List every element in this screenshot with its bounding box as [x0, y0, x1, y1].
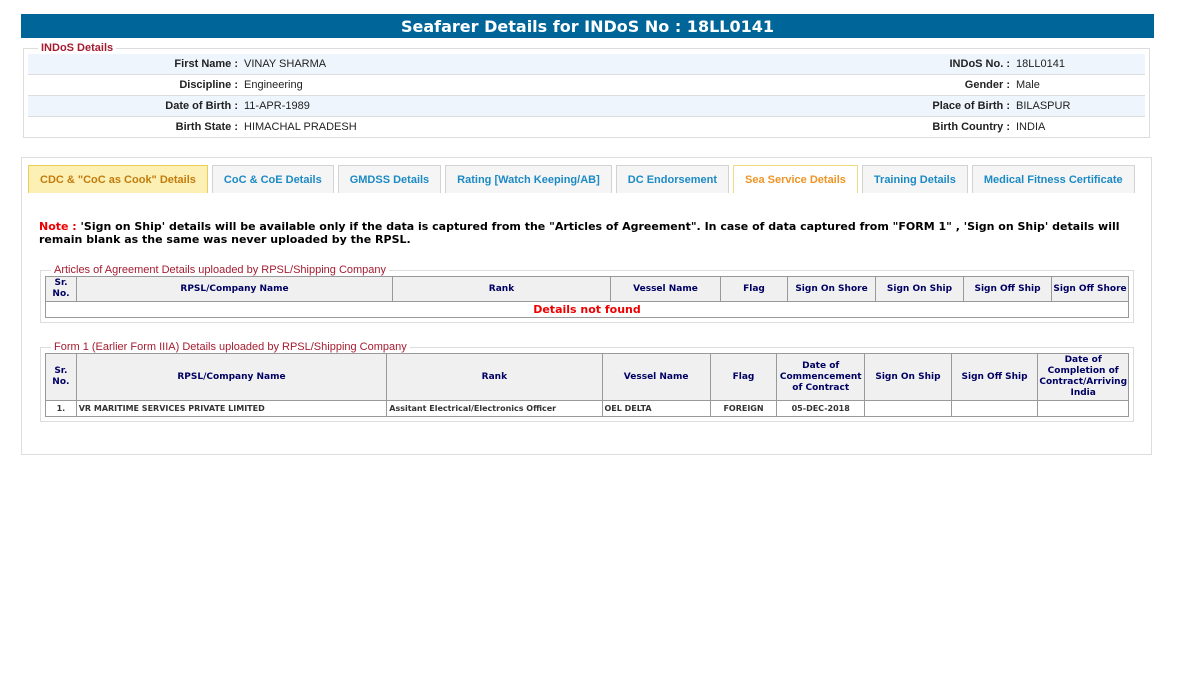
column-header: Sr. No. [45, 353, 77, 401]
note-text: 'Sign on Ship' details will be available… [39, 220, 1120, 246]
column-header: Sign On Ship [875, 276, 964, 302]
field-value: HIMACHAL PRADESH [244, 121, 357, 133]
table-cell: 05-DEC-2018 [776, 400, 866, 417]
field-value: 18LL0141 [1016, 58, 1065, 70]
column-header: Sign On Ship [864, 353, 952, 401]
table-cell: 1. [45, 400, 77, 417]
table-cell: OEL DELTA [601, 400, 711, 417]
field-label: Birth State : [175, 121, 238, 133]
form1-section: Form 1 (Earlier Form IIIA) Details uploa… [40, 341, 1134, 422]
field-label: INDoS No. : [949, 58, 1011, 70]
field-value: INDIA [1016, 121, 1046, 133]
column-header: Sign Off Shore [1051, 276, 1129, 302]
field-label: Discipline : [179, 79, 238, 91]
column-header: Flag [709, 353, 778, 401]
tab-dc-endorsement[interactable]: DC Endorsement [615, 165, 730, 193]
tab-training-details[interactable]: Training Details [861, 165, 968, 193]
details-not-found: Details not found [45, 301, 1129, 318]
articles-legend: Articles of Agreement Details uploaded b… [54, 264, 387, 276]
tab-cdc-coc-as-cook-details[interactable]: CDC & "CoC as Cook" Details [28, 165, 208, 193]
indos-row: Date of Birth : 11-APR-1989 Place of Birth… [28, 96, 1145, 117]
tab-bar: CDC & "CoC as Cook" Details CoC & CoE Det… [28, 165, 1135, 193]
field-value: 11-APR-1989 [244, 100, 310, 112]
form1-table: Sr. No. RPSL/Company Name Rank Vessel Name F… [45, 353, 1129, 417]
field-label: Date of Birth : [165, 100, 238, 112]
field-value: VINAY SHARMA [244, 58, 327, 70]
articles-section: Articles of Agreement Details uploaded b… [40, 264, 1134, 323]
table-cell [864, 400, 952, 417]
column-header: Sign On Shore [787, 276, 876, 302]
table-cell [950, 400, 1039, 417]
column-header: Date of Completion of Contract/Arriving … [1037, 353, 1129, 401]
tab-rating-watch-keeping-ab[interactable]: Rating [Watch Keeping/AB] [445, 165, 612, 193]
column-header: Sign Off Ship [950, 353, 1039, 401]
indos-legend: INDoS Details [41, 42, 114, 54]
table-cell: FOREIGN [709, 400, 778, 417]
tab-gmdss-details[interactable]: GMDSS Details [337, 165, 442, 193]
table-row: 1. VR MARITIME SERVICES PRIVATE LIMITED As… [45, 400, 1129, 417]
page-title: Seafarer Details for INDoS No : 18LL0141 [21, 14, 1154, 38]
indos-row: Discipline : Engineering Gender : Male [28, 75, 1145, 96]
column-header: RPSL/Company Name [76, 276, 393, 302]
tab-sea-service-details[interactable]: Sea Service Details [733, 165, 858, 193]
column-header: Vessel Name [610, 276, 721, 302]
table-cell: Assitant Electrical/Electronics Officer [386, 400, 603, 417]
tab-coc-coe-details[interactable]: CoC & CoE Details [211, 165, 334, 193]
column-header: Date of Commencement of Contract [776, 353, 866, 401]
field-label: Birth Country : [932, 121, 1010, 133]
indos-details: INDoS Details First Name : VINAY SHARMA IN… [23, 42, 1150, 138]
note: Note : 'Sign on Ship' details will be av… [39, 220, 1129, 246]
note-label: Note : [39, 220, 77, 233]
indos-row: Birth State : HIMACHAL PRADESH Birth Count… [28, 117, 1145, 138]
table-row: Details not found [45, 301, 1129, 318]
table-cell [1037, 400, 1129, 417]
field-value: Engineering [244, 79, 303, 91]
column-header: RPSL/Company Name [75, 353, 388, 401]
articles-table: Sr. No. RPSL/Company Name Rank Vessel Name F… [45, 276, 1129, 318]
field-label: First Name : [174, 58, 238, 70]
column-header: Vessel Name [601, 353, 711, 401]
column-header: Sign Off Ship [963, 276, 1052, 302]
field-value: BILASPUR [1016, 100, 1071, 112]
column-header: Sr. No. [45, 276, 77, 302]
field-value: Male [1016, 79, 1040, 91]
column-header: Flag [720, 276, 788, 302]
form1-legend: Form 1 (Earlier Form IIIA) Details uploa… [54, 341, 407, 353]
column-header: Rank [392, 276, 611, 302]
indos-row: First Name : VINAY SHARMA INDoS No. : 18LL0… [28, 54, 1145, 75]
tab-medical-fitness-certificate[interactable]: Medical Fitness Certificate [971, 165, 1135, 193]
field-label: Place of Birth : [932, 100, 1010, 112]
table-cell: VR MARITIME SERVICES PRIVATE LIMITED [75, 400, 388, 417]
column-header: Rank [386, 353, 603, 401]
field-label: Gender : [964, 79, 1010, 91]
details-panel: CDC & "CoC as Cook" Details CoC & CoE Det… [21, 157, 1152, 455]
